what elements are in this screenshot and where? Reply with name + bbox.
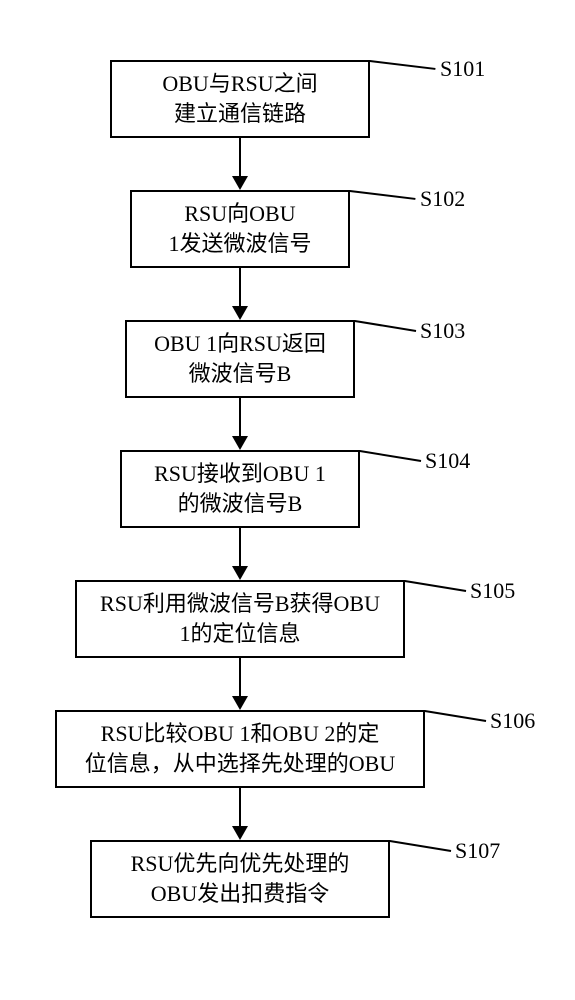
edge-line: [239, 398, 241, 436]
node-line1: OBU与RSU之间: [162, 69, 317, 99]
flow-node-n4: RSU接收到OBU 1的微波信号B: [120, 450, 360, 528]
flow-node-n1: OBU与RSU之间建立通信链路: [110, 60, 370, 138]
node-line1: RSU优先向优先处理的: [131, 849, 350, 879]
arrow-down-icon: [232, 436, 248, 450]
step-label-S102: S102: [420, 186, 465, 212]
arrow-down-icon: [232, 306, 248, 320]
leader-line: [390, 840, 451, 852]
node-line2: OBU发出扣费指令: [131, 879, 350, 909]
flow-node-n5: RSU利用微波信号B获得OBU1的定位信息: [75, 580, 405, 658]
flow-node-n7: RSU优先向优先处理的OBU发出扣费指令: [90, 840, 390, 918]
edge-line: [239, 788, 241, 826]
flow-node-text: RSU比较OBU 1和OBU 2的定位信息，从中选择先处理的OBU: [85, 719, 395, 778]
edge-line: [239, 138, 241, 176]
leader-line: [370, 60, 436, 70]
flow-node-n6: RSU比较OBU 1和OBU 2的定位信息，从中选择先处理的OBU: [55, 710, 425, 788]
leader-line: [350, 190, 416, 200]
flow-node-n2: RSU向OBU1发送微波信号: [130, 190, 350, 268]
leader-line: [405, 580, 466, 592]
node-line2: 的微波信号B: [154, 489, 326, 519]
node-line2: 微波信号B: [154, 359, 326, 389]
node-line2: 1的定位信息: [100, 619, 380, 649]
flow-node-text: RSU利用微波信号B获得OBU1的定位信息: [100, 589, 380, 648]
node-line1: RSU利用微波信号B获得OBU: [100, 589, 380, 619]
node-line2: 位信息，从中选择先处理的OBU: [85, 749, 395, 779]
arrow-down-icon: [232, 566, 248, 580]
node-line1: OBU 1向RSU返回: [154, 329, 326, 359]
leader-line: [425, 710, 486, 722]
node-line1: RSU接收到OBU 1: [154, 459, 326, 489]
flow-node-text: RSU优先向优先处理的OBU发出扣费指令: [131, 849, 350, 908]
node-line1: RSU比较OBU 1和OBU 2的定: [85, 719, 395, 749]
step-label-S104: S104: [425, 448, 470, 474]
node-line2: 1发送微波信号: [168, 229, 311, 259]
step-label-S107: S107: [455, 838, 500, 864]
flow-node-text: OBU与RSU之间建立通信链路: [162, 69, 317, 128]
step-label-S105: S105: [470, 578, 515, 604]
flow-node-text: RSU接收到OBU 1的微波信号B: [154, 459, 326, 518]
edge-line: [239, 268, 241, 306]
arrow-down-icon: [232, 696, 248, 710]
arrow-down-icon: [232, 176, 248, 190]
step-label-S106: S106: [490, 708, 535, 734]
node-line1: RSU向OBU: [168, 199, 311, 229]
leader-line: [355, 320, 416, 332]
flow-node-text: OBU 1向RSU返回微波信号B: [154, 329, 326, 388]
arrow-down-icon: [232, 826, 248, 840]
leader-line: [360, 450, 421, 462]
step-label-S101: S101: [440, 56, 485, 82]
flow-node-n3: OBU 1向RSU返回微波信号B: [125, 320, 355, 398]
edge-line: [239, 658, 241, 696]
step-label-S103: S103: [420, 318, 465, 344]
node-line2: 建立通信链路: [162, 99, 317, 129]
flowchart-canvas: OBU与RSU之间建立通信链路 S101 RSU向OBU1发送微波信号 S102 OBU…: [0, 0, 575, 1000]
flow-node-text: RSU向OBU1发送微波信号: [168, 199, 311, 258]
edge-line: [239, 528, 241, 566]
